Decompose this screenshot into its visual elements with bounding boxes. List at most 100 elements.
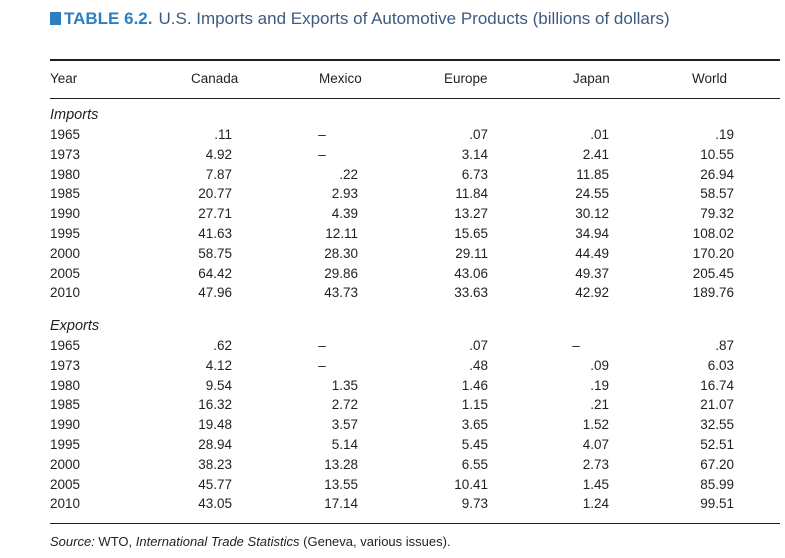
header-year: Year (50, 71, 78, 86)
cell-canada: 45.77 (198, 476, 232, 492)
cell-mexico: 17.14 (324, 496, 358, 512)
cell-world: 79.32 (700, 206, 734, 222)
cell-japan: 49.37 (575, 265, 609, 281)
row-year: 1980 (50, 166, 81, 182)
cell-canada: .11 (214, 127, 232, 142)
cell-japan: 1.24 (582, 496, 609, 512)
cell-canada: 41.63 (198, 226, 232, 241)
row-year: 1995 (50, 226, 81, 241)
row-year: 1990 (50, 417, 81, 433)
row-year: 2000 (50, 456, 81, 472)
cell-world: .87 (715, 338, 734, 353)
cell-mexico: 5.14 (331, 437, 358, 452)
cell-world: 32.55 (700, 417, 734, 433)
row-year: 2010 (50, 285, 81, 301)
cell-europe: 10.41 (454, 476, 488, 492)
cell-japan: 2.41 (582, 146, 609, 162)
cell-world: 108.02 (692, 226, 734, 241)
cell-world: 170.20 (692, 245, 734, 261)
cell-canada: 20.77 (198, 186, 232, 202)
cell-japan: 1.52 (582, 417, 609, 433)
table-title-text: U.S. Imports and Exports of Automotive P… (158, 9, 670, 28)
cell-europe: .07 (469, 338, 488, 353)
cell-mexico: – (318, 338, 326, 353)
table-title: TABLE 6.2. U.S. Imports and Exports of Au… (50, 6, 750, 31)
row-year: 1965 (50, 338, 81, 353)
top-rule (50, 59, 780, 61)
cell-canada: 58.75 (198, 245, 232, 261)
cell-canada: 38.23 (198, 456, 232, 472)
title-square-marker (50, 12, 61, 25)
cell-japan: 44.49 (575, 245, 609, 261)
source-publication: International Trade Statistics (135, 534, 300, 549)
source-suffix: (Geneva, various issues). (299, 534, 451, 549)
source-label: Source: (50, 534, 95, 549)
cell-world: 85.99 (700, 476, 734, 492)
cell-mexico: 2.72 (331, 397, 358, 413)
cell-europe: .48 (469, 357, 488, 373)
cell-japan: .19 (590, 377, 609, 393)
cell-world: 205.45 (692, 265, 734, 281)
source-note: Source: WTO, International Trade Statist… (50, 533, 451, 550)
cell-europe: 3.14 (461, 146, 488, 162)
cell-japan: 34.94 (575, 226, 609, 241)
row-year: 1985 (50, 397, 81, 413)
row-year: 1973 (50, 146, 81, 162)
cell-europe: 6.73 (461, 166, 488, 182)
header-rule (50, 98, 780, 99)
cell-europe: .07 (469, 127, 488, 142)
row-year: 1973 (50, 357, 81, 373)
header-canada: Canada (191, 71, 239, 86)
row-year: 2000 (50, 245, 81, 261)
cell-world: 16.74 (700, 377, 734, 393)
row-year: 2005 (50, 265, 81, 281)
header-mexico: Mexico (319, 71, 362, 86)
cell-europe: 11.84 (455, 186, 488, 202)
cell-mexico: 12.11 (325, 226, 358, 241)
cell-europe: 3.65 (461, 417, 488, 433)
cell-canada: 4.12 (205, 357, 232, 373)
cell-japan: .01 (590, 127, 609, 142)
cell-canada: 28.94 (198, 437, 232, 452)
cell-canada: 9.54 (205, 377, 232, 393)
cell-europe: 33.63 (454, 285, 488, 301)
cell-mexico: 13.28 (324, 456, 358, 472)
cell-world: 99.51 (700, 496, 734, 512)
row-year: 2010 (50, 496, 81, 512)
cell-mexico: – (318, 357, 326, 373)
cell-canada: 19.48 (198, 417, 232, 433)
cell-canada: 47.96 (198, 285, 232, 301)
cell-japan: .21 (590, 397, 609, 413)
cell-canada: 4.92 (205, 146, 232, 162)
cell-japan: 42.92 (575, 285, 609, 301)
cell-mexico: – (318, 127, 326, 142)
row-year: 1965 (50, 127, 81, 142)
cell-japan: 1.45 (582, 476, 609, 492)
cell-europe: 1.15 (461, 397, 488, 413)
cell-europe: 5.45 (461, 437, 488, 452)
cell-europe: 1.46 (461, 377, 488, 393)
cell-japan: 11.85 (576, 166, 609, 182)
cell-canada: 27.71 (198, 206, 232, 222)
row-year: 1990 (50, 206, 81, 222)
row-year: 1995 (50, 437, 81, 452)
cell-europe: 15.65 (454, 226, 488, 241)
cell-japan: 30.12 (575, 206, 609, 222)
header-europe: Europe (444, 71, 488, 86)
bottom-rule (50, 523, 780, 524)
cell-mexico: 29.86 (324, 265, 358, 281)
cell-canada: 7.87 (205, 166, 232, 182)
row-year: 1985 (50, 186, 81, 202)
section-label-exports: Exports (50, 318, 100, 334)
cell-canada: 16.32 (198, 397, 232, 413)
cell-japan: 2.73 (582, 456, 609, 472)
cell-europe: 9.73 (461, 496, 488, 512)
cell-world: 21.07 (700, 397, 734, 413)
cell-canada: 43.05 (198, 496, 232, 512)
row-year: 1980 (50, 377, 81, 393)
cell-canada: 64.42 (198, 265, 232, 281)
cell-world: 67.20 (700, 456, 734, 472)
header-world: World (692, 71, 728, 86)
table-number: TABLE 6.2. (64, 9, 153, 28)
cell-mexico: 13.55 (324, 476, 358, 492)
